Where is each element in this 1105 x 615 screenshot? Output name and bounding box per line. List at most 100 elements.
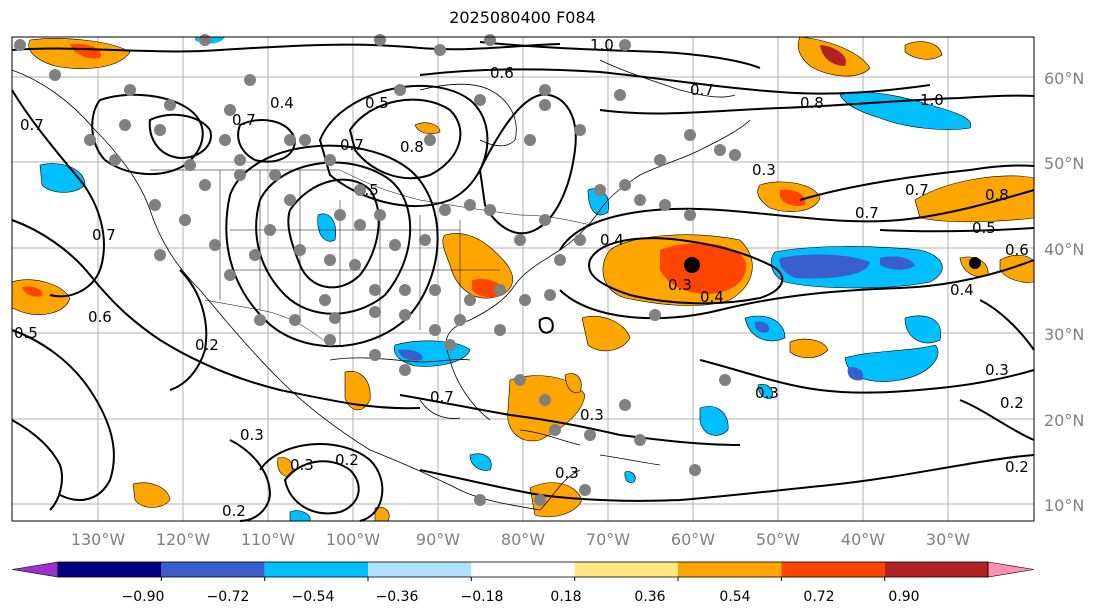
contour-label: 0.7 <box>905 181 929 199</box>
contour-line <box>959 399 1035 441</box>
contour-line <box>225 144 439 348</box>
contour-line <box>259 443 384 522</box>
contour-line <box>11 43 561 53</box>
station-marker <box>634 194 646 206</box>
station-marker <box>539 84 551 96</box>
station-marker <box>249 249 261 261</box>
positive-anomaly-shading <box>11 36 1035 522</box>
station-marker <box>544 289 556 301</box>
station-marker <box>494 324 506 336</box>
anomaly-area <box>22 286 43 297</box>
contour-line <box>169 269 208 391</box>
contour-line <box>599 94 1035 115</box>
station-marker <box>199 179 211 191</box>
yucatan-coast <box>419 399 461 419</box>
longitude-label: 30°W <box>926 530 970 549</box>
contour-label: 0.4 <box>270 94 294 112</box>
longitude-label: 100°W <box>326 530 381 549</box>
anomaly-area <box>780 189 806 206</box>
colorbar-tick-label: 0.90 <box>888 589 919 605</box>
contour-line <box>399 394 741 446</box>
contour-line <box>229 439 272 522</box>
colorbar-tick-label: 0.54 <box>719 589 750 605</box>
colorbar-segment <box>678 562 782 577</box>
colorbar-outline <box>57 561 989 578</box>
station-marker <box>619 399 631 411</box>
anomaly-area <box>779 254 870 279</box>
station-marker <box>289 314 301 326</box>
station-marker <box>719 374 731 386</box>
contour-label: 0.3 <box>290 456 314 474</box>
station-marker <box>429 324 441 336</box>
contour-label: 0.5 <box>365 94 389 112</box>
station-marker <box>399 284 411 296</box>
station-marker <box>369 306 381 318</box>
station-marker <box>434 44 446 56</box>
station-marker <box>634 434 646 446</box>
latitude-label: 40°N <box>1044 240 1084 259</box>
negative-anomaly-shading <box>39 37 972 522</box>
contour-line <box>237 119 297 163</box>
contour-label: 0.8 <box>800 94 824 112</box>
contour-label: 0.3 <box>755 384 779 402</box>
station-marker <box>119 119 131 131</box>
anomaly-area <box>344 370 371 411</box>
station-marker <box>464 294 476 306</box>
station-marker <box>474 494 486 506</box>
contour-label: 0.5 <box>14 324 38 342</box>
colorbar-segment <box>884 562 988 577</box>
station-marker <box>349 259 361 271</box>
anomaly-area <box>839 91 972 130</box>
anomaly-area <box>132 482 171 508</box>
anomaly-area <box>757 384 773 399</box>
contour-lines <box>11 41 1035 522</box>
station-marker <box>84 134 96 146</box>
station-marker <box>354 184 366 196</box>
colorbar-segment <box>574 562 678 577</box>
contour-label: 0.7 <box>340 136 364 154</box>
station-marker <box>549 424 561 436</box>
contour-line <box>11 419 63 511</box>
contour-label: 0.7 <box>690 81 714 99</box>
contour-line <box>348 98 462 180</box>
station-marker <box>209 239 221 251</box>
colorbar-segment <box>161 562 265 577</box>
longitude-label: 110°W <box>241 530 296 549</box>
colorbar-ticks: −0.90 −0.72 −0.54 −0.36 −0.18 0.18 0.36 … <box>122 589 920 605</box>
greenland-coast <box>599 59 736 98</box>
station-marker <box>619 39 631 51</box>
station-marker <box>374 34 386 46</box>
station-marker <box>324 254 336 266</box>
contour-label: 0.2 <box>195 336 219 354</box>
station-marker <box>514 234 526 246</box>
station-marker <box>659 199 671 211</box>
station-marker <box>319 294 331 306</box>
contour-label: 1.0 <box>590 36 614 54</box>
longitude-label: 90°W <box>416 530 460 549</box>
contour-line <box>419 68 931 95</box>
station-marker <box>444 339 456 351</box>
contour-line <box>148 113 212 160</box>
colorbar-segment <box>781 562 885 577</box>
station-marker <box>554 254 566 266</box>
contour-line <box>879 227 1035 233</box>
anomaly-area <box>660 243 746 294</box>
station-marker <box>614 89 626 101</box>
contour-label: 0.6 <box>1005 241 1029 259</box>
station-marker <box>729 149 741 161</box>
colorbar-tick-label: 0.36 <box>634 589 665 605</box>
anomaly-area <box>70 43 101 59</box>
contour-line <box>699 359 1035 394</box>
longitude-label: 80°W <box>501 530 545 549</box>
station-marker <box>684 129 696 141</box>
station-marker <box>109 154 121 166</box>
station-marker <box>394 84 406 96</box>
contour-label: 0.2 <box>222 502 246 520</box>
station-marker <box>579 484 591 496</box>
station-marker <box>684 209 696 221</box>
station-marker <box>474 94 486 106</box>
longitude-label: 50°W <box>756 530 800 549</box>
station-marker <box>299 134 311 146</box>
station-marker <box>234 169 246 181</box>
anomaly-area <box>581 316 631 352</box>
